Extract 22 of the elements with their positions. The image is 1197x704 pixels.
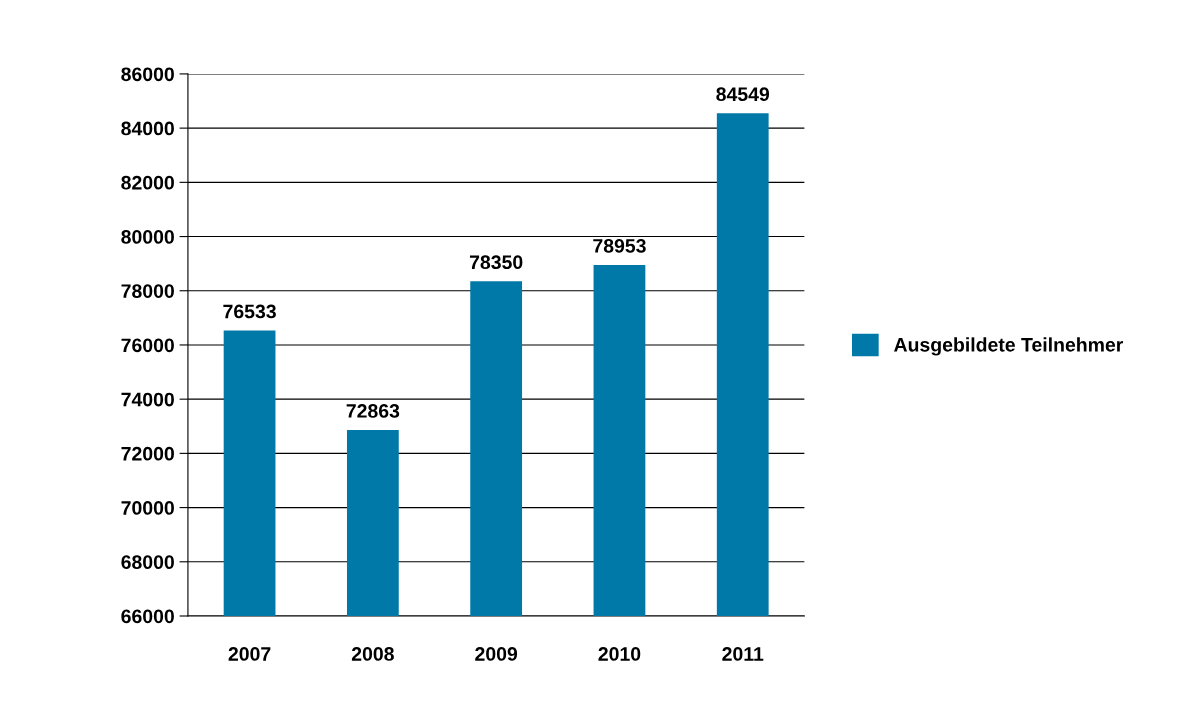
y-tick-label: 82000: [121, 175, 174, 190]
x-tick-label: 2010: [598, 647, 641, 661]
x-tick-label: 2009: [475, 647, 518, 661]
y-tick-label: 78000: [121, 284, 174, 298]
x-tick-label: 2011: [722, 647, 764, 661]
y-tick-label: 84000: [121, 121, 174, 136]
y-tick-label: 76000: [121, 338, 174, 353]
y-tick-label: 86000: [121, 67, 174, 82]
data-label: 76533: [223, 304, 276, 319]
data-label: 84549: [716, 87, 770, 102]
data-label: 78953: [593, 238, 646, 253]
y-tick-label: 66000: [121, 609, 174, 624]
y-tick-label: 70000: [121, 501, 174, 515]
y-tick-label: 80000: [121, 230, 174, 244]
y-tick-label: 74000: [121, 392, 174, 407]
y-tick-label: 72000: [121, 446, 174, 461]
legend-label: Ausgebildete Teilnehmer: [894, 337, 1124, 356]
data-label: 78350: [469, 255, 523, 270]
data-label: 72863: [346, 404, 400, 418]
y-tick-label: 68000: [121, 555, 174, 570]
x-tick-label: 2007: [228, 647, 271, 661]
x-tick-label: 2008: [351, 647, 394, 661]
